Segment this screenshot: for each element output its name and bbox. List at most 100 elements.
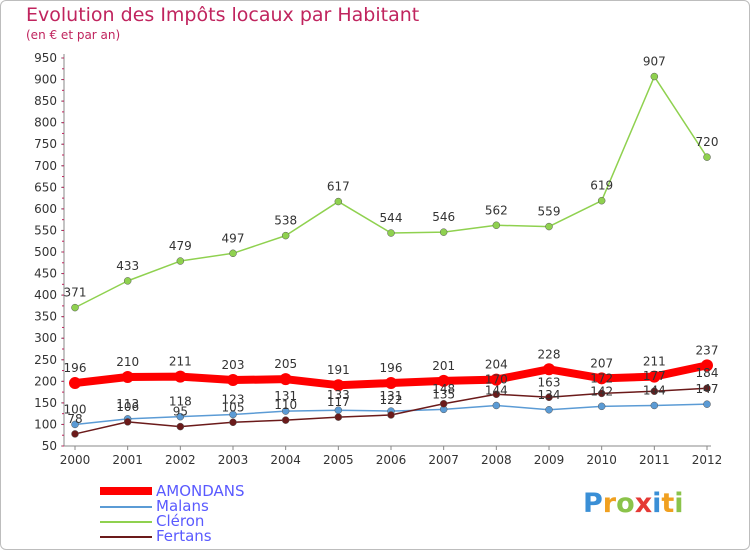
chart-subtitle: (en € et par an)	[26, 28, 121, 42]
data-label-cleron: 559	[538, 205, 561, 219]
data-point-fertans	[650, 387, 659, 395]
data-label-fertans: 110	[274, 398, 297, 412]
x-tick-label: 2009	[534, 453, 565, 467]
proxiti-logo: Proxiti	[583, 488, 684, 519]
data-label-malans: 133	[327, 388, 350, 402]
y-tick-label: 500	[34, 245, 57, 259]
legend-item-amondans: AMONDANS	[100, 482, 360, 500]
y-tick-label: 800	[34, 116, 57, 130]
data-point-amondans	[543, 363, 555, 376]
data-point-fertans	[123, 418, 132, 426]
data-point-cleron	[176, 257, 185, 265]
x-tick-label: 2001	[112, 453, 143, 467]
data-point-cleron	[387, 229, 395, 237]
data-label-amondans: 196	[64, 361, 87, 375]
data-label-amondans: 201	[432, 359, 455, 373]
data-label-malans: 131	[380, 389, 403, 403]
data-label-cleron: 433	[116, 259, 139, 273]
data-label-cleron: 371	[64, 286, 87, 300]
y-tick-label: 50	[42, 439, 57, 453]
data-point-amondans	[279, 373, 292, 386]
data-label-cleron: 720	[696, 135, 719, 149]
data-point-amondans	[69, 377, 81, 390]
chart-legend: AMONDANS Malans Cléron Fertans	[100, 482, 360, 545]
data-label-fertans: 95	[173, 405, 188, 419]
data-label-amondans: 237	[696, 343, 719, 357]
data-point-malans	[703, 400, 711, 408]
y-tick-label: 650	[34, 180, 57, 194]
data-label-fertans: 78	[67, 412, 82, 426]
data-label-amondans: 196	[380, 361, 403, 375]
data-point-fertans	[387, 411, 395, 419]
x-tick-label: 2006	[376, 453, 407, 467]
y-tick-label: 700	[34, 159, 57, 173]
legend-swatch-fertans	[100, 536, 152, 538]
data-label-cleron: 907	[643, 55, 666, 69]
data-point-malans	[545, 406, 553, 414]
x-tick-label: 2011	[639, 453, 670, 467]
data-point-fertans	[597, 389, 606, 398]
data-point-malans	[597, 402, 606, 411]
y-tick-label: 400	[34, 288, 57, 302]
data-point-malans	[492, 401, 501, 410]
data-label-malans: 147	[696, 382, 719, 396]
data-point-amondans	[437, 374, 450, 387]
x-tick-label: 2008	[481, 453, 512, 467]
data-label-amondans: 205	[274, 357, 297, 371]
data-label-cleron: 617	[327, 180, 350, 194]
data-point-amondans	[385, 377, 397, 390]
x-tick-label: 2007	[428, 453, 459, 467]
data-label-cleron: 619	[590, 179, 613, 193]
y-tick-label: 300	[34, 331, 57, 345]
data-point-cleron	[439, 228, 448, 236]
data-label-amondans: 207	[590, 356, 613, 370]
y-tick-label: 950	[34, 51, 57, 65]
data-label-malans: 118	[169, 395, 192, 409]
data-label-malans: 134	[538, 388, 561, 402]
data-label-cleron: 497	[222, 231, 245, 245]
data-point-fertans	[439, 400, 448, 408]
data-point-amondans	[595, 372, 608, 385]
data-label-malans: 100	[64, 402, 87, 416]
data-label-malans: 123	[222, 393, 245, 407]
y-tick-label: 850	[34, 94, 57, 108]
data-label-fertans: 170	[485, 372, 508, 386]
data-label-amondans: 210	[116, 355, 139, 369]
legend-label-amondans: AMONDANS	[156, 482, 245, 500]
data-label-amondans: 191	[327, 363, 350, 377]
data-label-malans: 131	[274, 389, 297, 403]
data-label-fertans: 105	[222, 400, 245, 414]
data-point-amondans	[701, 359, 713, 372]
legend-swatch-amondans	[100, 487, 152, 495]
legend-item-cleron: Cléron	[100, 512, 360, 530]
data-point-cleron	[545, 222, 553, 231]
data-point-malans	[71, 420, 79, 429]
y-tick-label: 550	[34, 223, 57, 237]
data-label-cleron: 562	[485, 203, 508, 217]
data-point-cleron	[123, 277, 132, 285]
data-point-cleron	[281, 231, 290, 240]
data-label-fertans: 163	[538, 375, 561, 389]
x-tick-label: 2002	[165, 453, 196, 467]
data-label-cleron: 538	[274, 214, 297, 228]
data-point-amondans	[490, 373, 503, 386]
data-point-amondans	[332, 379, 345, 392]
data-label-cleron: 479	[169, 239, 192, 253]
data-label-amondans: 203	[222, 358, 245, 372]
data-label-malans: 144	[485, 383, 508, 397]
x-tick-label: 2005	[323, 453, 354, 467]
data-point-cleron	[597, 196, 606, 205]
data-label-cleron: 546	[432, 210, 455, 224]
y-tick-label: 200	[34, 374, 57, 388]
data-label-fertans: 172	[590, 371, 613, 385]
y-tick-label: 250	[34, 353, 57, 367]
data-point-malans	[229, 410, 237, 419]
x-tick-label: 2003	[218, 453, 249, 467]
data-label-malans: 135	[432, 387, 455, 401]
data-label-fertans: 117	[327, 395, 350, 409]
data-point-amondans	[174, 370, 187, 383]
y-tick-label: 600	[34, 202, 57, 216]
y-tick-label: 450	[34, 267, 57, 281]
data-point-cleron	[492, 221, 501, 230]
x-tick-label: 2012	[692, 453, 723, 467]
